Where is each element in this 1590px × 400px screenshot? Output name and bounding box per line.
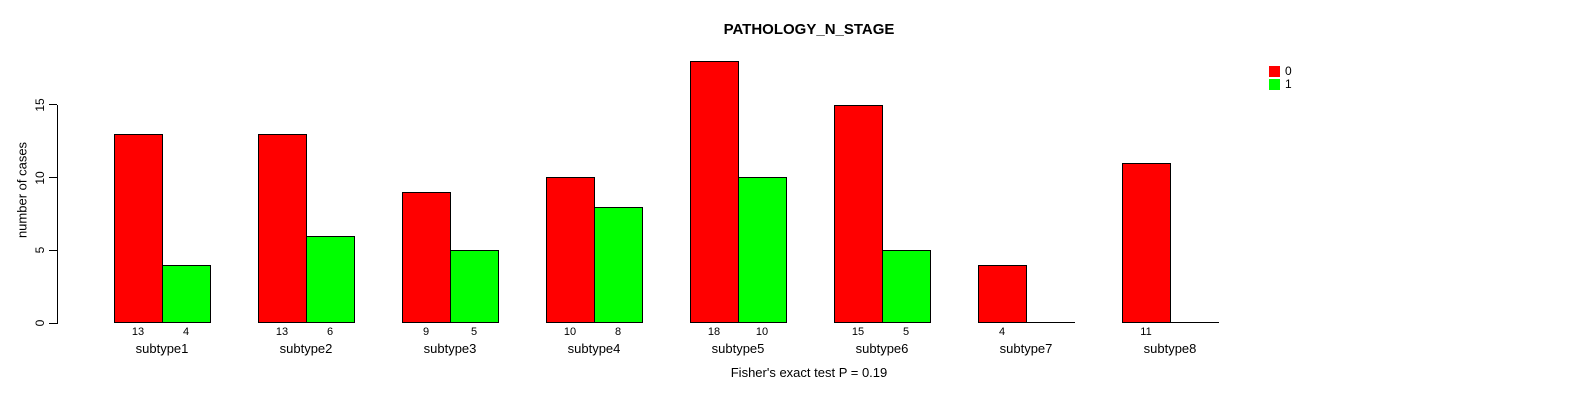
bar-series-1: [306, 236, 355, 323]
bar-count-label: 4: [998, 326, 1006, 338]
bar-series-1: [882, 250, 931, 323]
category-label: subtype5: [711, 341, 765, 356]
y-axis-label: number of cases: [14, 141, 30, 239]
y-tick-label: 10: [33, 170, 47, 185]
bar-count-label: 8: [614, 326, 622, 338]
category-label: subtype3: [423, 341, 477, 356]
bar-series-0: [834, 105, 883, 323]
bar-series-0: [978, 265, 1027, 323]
bar-series-1: [738, 177, 787, 323]
y-tick-label: 0: [33, 319, 47, 327]
bar-count-label: 5: [902, 326, 910, 338]
bar-count-label: 13: [275, 326, 289, 338]
bar-count-label: 6: [326, 326, 334, 338]
bar-count-label: 10: [563, 326, 577, 338]
bar-count-label: 10: [755, 326, 769, 338]
bar-series-0: [402, 192, 451, 323]
legend-swatch-0: [1269, 66, 1280, 77]
stat-annotation: Fisher's exact test P = 0.19: [730, 365, 888, 380]
bar-count-label: 18: [707, 326, 721, 338]
bar-series-1: [594, 207, 643, 323]
bar-series-0: [546, 177, 595, 323]
bar-count-label: 4: [182, 326, 190, 338]
bar-count-label: 5: [470, 326, 478, 338]
category-label: subtype1: [135, 341, 189, 356]
bar-count-label: 13: [131, 326, 145, 338]
legend-label: 0: [1285, 64, 1292, 78]
y-tick-mark: [49, 104, 57, 106]
bar-series-1-zero: [1026, 322, 1075, 323]
y-tick-mark: [49, 322, 57, 324]
legend-swatch-1: [1269, 79, 1280, 90]
category-label: subtype8: [1143, 341, 1197, 356]
bar-count-label: 15: [851, 326, 865, 338]
bar-series-0: [690, 61, 739, 323]
bar-series-0: [114, 134, 163, 323]
category-label: subtype4: [567, 341, 621, 356]
y-tick-mark: [49, 249, 57, 251]
y-tick-label: 15: [33, 98, 47, 112]
bar-count-label: 11: [1140, 326, 1152, 338]
y-axis-line: [57, 105, 58, 324]
bar-count-label: 9: [422, 326, 430, 338]
category-label: subtype2: [279, 341, 333, 356]
category-label: subtype6: [855, 341, 909, 356]
bar-series-1: [450, 250, 499, 323]
chart-title: PATHOLOGY_N_STAGE: [723, 21, 895, 38]
bar-series-0: [1122, 163, 1171, 323]
bar-series-1: [162, 265, 211, 323]
legend-label: 1: [1285, 77, 1292, 91]
y-tick-mark: [49, 177, 57, 178]
category-label: subtype7: [999, 341, 1053, 356]
bar-series-0: [258, 134, 307, 323]
bar-series-1-zero: [1170, 322, 1219, 323]
y-tick-label: 5: [33, 246, 47, 254]
